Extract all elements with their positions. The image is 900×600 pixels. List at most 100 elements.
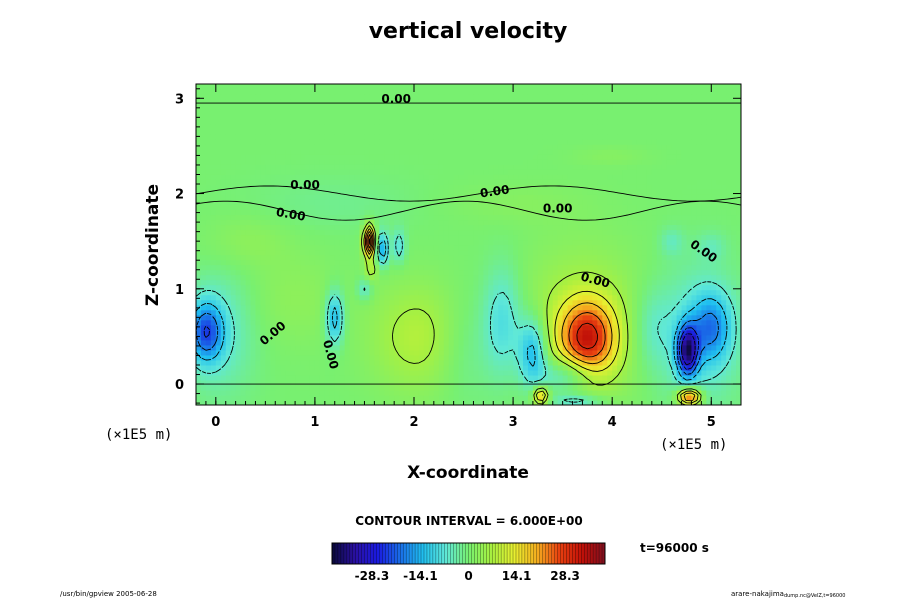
heat-cell: [731, 179, 737, 185]
heat-cell: [319, 219, 326, 226]
heat-cell: [245, 334, 252, 341]
heat-cell: [250, 304, 257, 311]
heat-cell: [636, 334, 643, 341]
heat-cell: [651, 339, 658, 346]
heat-cell: [597, 399, 603, 405]
heat-cell: [414, 314, 420, 321]
heat-cell: [518, 379, 524, 386]
heat-cell: [230, 189, 237, 195]
heat-cell: [235, 349, 242, 356]
heat-cell: [414, 379, 420, 386]
heat-cell: [290, 349, 296, 356]
heat-cell: [632, 254, 638, 261]
heat-cell: [641, 184, 648, 190]
heat-cell: [275, 374, 281, 381]
heat-cell: [661, 334, 668, 341]
heat-cell: [255, 344, 261, 351]
heat-cell: [488, 244, 494, 251]
heat-cell: [463, 264, 470, 271]
heat-cell: [364, 289, 370, 296]
heat-cell: [681, 324, 688, 331]
heat-cell: [508, 329, 514, 336]
heat-cell: [250, 279, 257, 286]
heat-cell: [582, 234, 588, 241]
heat-cell: [696, 294, 702, 301]
heat-cell: [354, 194, 361, 200]
heat-cell: [562, 269, 569, 276]
heat-cell: [656, 294, 663, 301]
heat-cell: [582, 274, 588, 281]
heat-cell: [676, 294, 683, 301]
heat-cell: [513, 344, 519, 351]
heat-cell: [364, 344, 370, 351]
heat-cell: [463, 379, 470, 386]
heat-cell: [602, 234, 608, 241]
heat-cell: [354, 254, 361, 261]
heat-cell: [661, 399, 668, 405]
heat-cell: [329, 179, 336, 185]
heat-cell: [498, 334, 504, 341]
heat-cell: [339, 274, 346, 281]
heat-cell: [314, 284, 321, 291]
heat-cell: [572, 259, 579, 266]
heat-cell: [602, 324, 608, 331]
heat-cell: [656, 329, 663, 336]
heat-cell: [468, 399, 475, 405]
heat-cell: [409, 259, 415, 266]
heat-cell: [319, 319, 326, 326]
heat-cell: [498, 194, 504, 200]
heat-cell: [562, 199, 569, 205]
heat-cell: [210, 179, 217, 185]
heat-cell: [508, 274, 514, 281]
heat-cell: [651, 384, 658, 391]
heat-cell: [215, 204, 222, 210]
heat-cell: [414, 194, 420, 200]
heat-cell: [215, 324, 222, 331]
heat-cell: [681, 274, 688, 281]
heat-cell: [537, 229, 544, 236]
heat-cell: [394, 264, 400, 271]
heat-cell: [711, 234, 717, 241]
heat-cell: [666, 344, 673, 351]
heat-cell: [428, 194, 435, 200]
heat-cell: [736, 209, 741, 216]
heat-cell: [503, 264, 509, 271]
heat-cell: [354, 274, 361, 281]
heat-cell: [731, 249, 737, 256]
heat-cell: [572, 294, 579, 301]
heat-cell: [597, 369, 603, 376]
heat-cell: [696, 199, 702, 205]
heat-cell: [671, 209, 678, 216]
heat-cell: [666, 399, 673, 405]
heat-cell: [577, 294, 584, 301]
heat-cell: [716, 359, 722, 366]
heat-cell: [706, 394, 712, 401]
heat-cell: [636, 259, 643, 266]
heat-cell: [280, 399, 286, 405]
heat-cell: [676, 279, 683, 286]
heat-cell: [557, 294, 564, 301]
heat-cell: [196, 324, 202, 331]
heat-cell: [592, 229, 598, 236]
heat-cell: [607, 189, 613, 195]
heat-cell: [220, 279, 227, 286]
heat-cell: [676, 264, 683, 271]
heat-cell: [731, 284, 737, 291]
heat-cell: [270, 244, 276, 251]
heat-cell: [280, 324, 286, 331]
heat-cell: [324, 289, 331, 296]
heat-cell: [359, 284, 366, 291]
heat-cell: [414, 304, 420, 311]
heat-cell: [230, 269, 237, 276]
heat-cell: [399, 399, 405, 405]
heat-cell: [731, 224, 737, 231]
heat-cell: [463, 369, 470, 376]
heat-cell: [210, 284, 217, 291]
heat-cell: [230, 299, 237, 306]
heat-cell: [280, 249, 286, 256]
heat-cell: [676, 259, 683, 266]
heat-cell: [344, 189, 351, 195]
heat-cell: [676, 244, 683, 251]
heat-cell: [632, 359, 638, 366]
heat-cell: [265, 364, 271, 371]
